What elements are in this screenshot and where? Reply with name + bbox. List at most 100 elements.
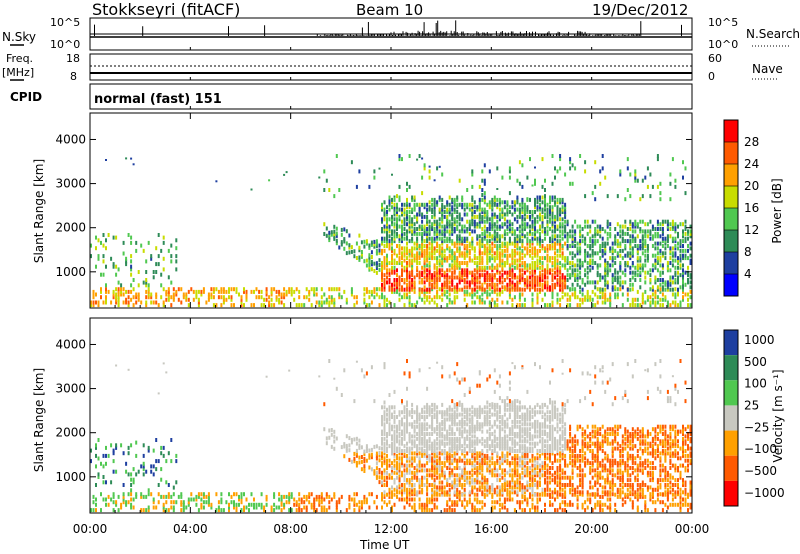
velocity-cell (443, 508, 446, 513)
velocity-cell (355, 441, 358, 446)
velocity-cell (473, 427, 476, 432)
power-cell (584, 256, 587, 261)
power-cell (393, 234, 396, 239)
power-cell (566, 297, 569, 302)
power-cell (413, 229, 416, 234)
power-cell (443, 253, 446, 258)
power-cell (438, 275, 441, 280)
power-cell (544, 280, 546, 285)
power-cell (564, 280, 567, 285)
velocity-cell (433, 453, 436, 458)
power-cell (433, 251, 436, 256)
power-cell (403, 217, 406, 222)
power-cell (641, 239, 644, 244)
power-cell (534, 246, 536, 251)
power-cell (596, 273, 599, 278)
power-cell (448, 231, 451, 236)
power-cell (486, 212, 489, 217)
power-cell (488, 273, 491, 278)
power-cell (481, 214, 484, 219)
velocity-cell (132, 497, 135, 502)
power-cell (544, 268, 546, 273)
power-cell (551, 275, 554, 280)
power-cell (95, 246, 97, 251)
power-cell (584, 236, 587, 241)
power-cell (406, 261, 408, 265)
power-cell (388, 217, 391, 222)
power-cell (461, 275, 464, 280)
velocity-cell (386, 453, 388, 458)
power-cell (501, 210, 504, 214)
velocity-cell (132, 477, 135, 482)
velocity-cell (451, 427, 454, 432)
power-cell (596, 231, 599, 236)
power-cell (616, 231, 619, 236)
power-cell (561, 251, 564, 256)
power-cell (511, 200, 514, 205)
power-cell (529, 275, 531, 280)
power-cell (398, 154, 401, 158)
velocity-cell (393, 419, 396, 424)
power-cell (230, 287, 233, 292)
velocity-cell (127, 500, 130, 505)
power-cell (212, 303, 215, 308)
power-cell (406, 251, 408, 256)
velocity-cell (388, 432, 391, 436)
power-cell (491, 246, 494, 251)
velocity-cell (233, 492, 235, 497)
power-cell (426, 239, 429, 244)
power-cell (531, 261, 534, 265)
power-cell (451, 224, 454, 229)
velocity-cell (448, 490, 451, 495)
power-cell (468, 258, 471, 263)
power-cell (589, 229, 592, 234)
power-cell (619, 263, 622, 268)
power-cell (513, 236, 516, 241)
power-cell (649, 236, 652, 241)
power-cell (604, 295, 607, 300)
velocity-cell (453, 500, 456, 505)
power-cell (325, 233, 328, 238)
velocity-cell (325, 441, 328, 446)
velocity-cell (383, 444, 386, 449)
power-cell (506, 248, 509, 253)
power-cell (661, 231, 664, 236)
power-cell (541, 263, 544, 268)
power-cell (438, 244, 441, 248)
power-cell (586, 261, 589, 265)
velocity-cell (468, 444, 471, 449)
power-cell (651, 224, 654, 229)
velocity-cell (426, 441, 429, 446)
power-cell (393, 229, 396, 234)
velocity-cell (353, 451, 356, 456)
velocity-cell (441, 432, 444, 436)
power-cell (551, 205, 554, 210)
velocity-cell (418, 485, 421, 490)
velocity-cell (393, 487, 396, 492)
power-cell (486, 265, 489, 270)
power-cell (315, 287, 318, 292)
velocity-cell (458, 432, 461, 436)
velocity-cell (115, 443, 118, 448)
power-cell (566, 256, 569, 261)
velocity-cell (466, 458, 469, 463)
velocity-cell (451, 449, 454, 453)
power-cell (604, 261, 607, 265)
power-cell (529, 287, 531, 292)
power-cell (594, 219, 597, 224)
power-cell (541, 278, 544, 282)
power-cell (451, 227, 454, 231)
power-cell (551, 212, 554, 217)
velocity-cell (330, 444, 333, 449)
power-cell (453, 200, 456, 205)
power-cell (646, 234, 649, 239)
power-cell (518, 273, 521, 278)
velocity-cell (448, 456, 451, 461)
power-cell (388, 202, 391, 207)
velocity-cell (398, 456, 401, 461)
power-cell (559, 246, 562, 251)
power-cell (378, 287, 381, 292)
power-cell (388, 229, 391, 234)
power-cell (468, 207, 471, 212)
velocity-cell (185, 505, 188, 510)
